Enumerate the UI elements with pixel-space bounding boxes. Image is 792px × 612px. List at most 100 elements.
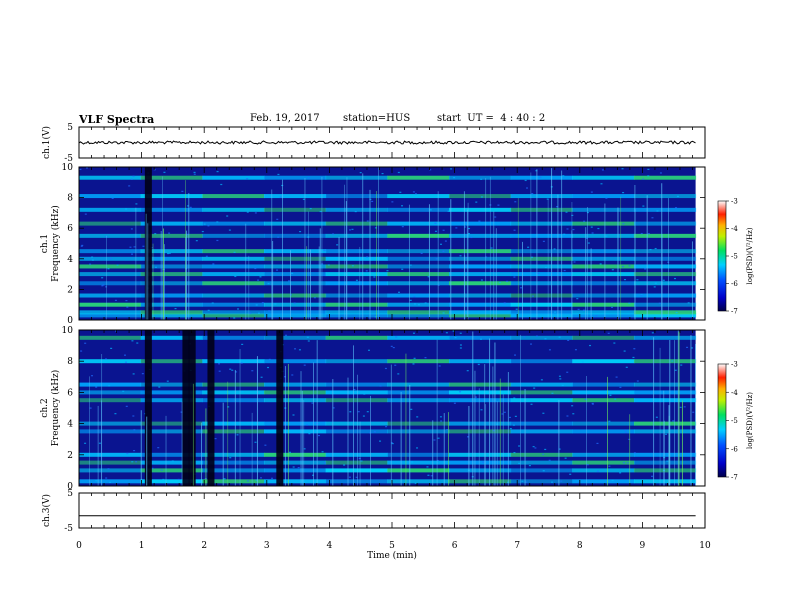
emission-band: [510, 233, 573, 238]
noise-speck: [323, 249, 326, 251]
emission-band: [202, 452, 265, 457]
emission-band: [572, 249, 635, 254]
noise-speck: [573, 261, 576, 263]
noise-speck: [81, 244, 84, 247]
emission-band: [448, 452, 512, 457]
noise-speck: [271, 477, 274, 479]
emission-band: [79, 382, 142, 387]
emission-band: [140, 249, 203, 254]
emission-band: [510, 452, 573, 457]
noise-speck: [365, 270, 368, 272]
emission-band: [202, 390, 265, 395]
noise-speck: [249, 312, 252, 314]
noise-speck: [599, 263, 602, 265]
noise-speck: [559, 378, 562, 380]
noise-speck: [686, 346, 689, 349]
noise-speck: [323, 274, 326, 276]
noise-speck: [497, 204, 500, 206]
noise-speck: [574, 349, 577, 351]
noise-speck: [622, 223, 625, 225]
emission-band: [140, 264, 203, 269]
noise-speck: [246, 178, 249, 180]
noise-speck: [357, 411, 360, 413]
noise-speck: [141, 373, 144, 375]
noise-speck: [324, 462, 327, 464]
emission-band: [79, 281, 142, 286]
noise-speck: [673, 277, 676, 280]
emission-band: [448, 256, 512, 261]
emission-band: [140, 313, 203, 318]
y-axis-label-channel: ch.1: [40, 234, 50, 253]
noise-speck: [390, 345, 393, 347]
noise-speck: [480, 178, 483, 180]
noise-speck: [651, 217, 654, 219]
noise-speck: [306, 336, 309, 338]
emission-band: [325, 382, 388, 387]
noise-speck: [537, 272, 540, 274]
noise-speck: [577, 308, 580, 310]
x-axis-label: Time (min): [367, 550, 417, 561]
noise-speck: [459, 332, 462, 334]
noise-speck: [136, 342, 139, 344]
y-axis-label: Frequency (kHz): [50, 205, 61, 282]
y-axis-label: Frequency (kHz): [50, 370, 61, 447]
y-tick-label: 4: [67, 420, 73, 430]
noise-speck: [166, 380, 169, 382]
emission-band: [140, 207, 203, 212]
emission-band: [387, 233, 450, 238]
emission-band: [633, 272, 697, 277]
emission-band: [140, 398, 203, 403]
noise-speck: [227, 406, 230, 408]
noise-speck: [501, 413, 504, 415]
noise-speck: [276, 218, 279, 220]
y-tick-label: 2: [67, 285, 73, 295]
noise-speck: [480, 409, 483, 411]
noise-speck: [558, 448, 561, 450]
noise-speck: [412, 332, 415, 334]
emission-band: [572, 302, 635, 307]
noise-speck: [168, 232, 171, 234]
noise-speck: [563, 233, 566, 235]
noise-speck: [220, 183, 223, 186]
noise-speck: [115, 330, 118, 332]
station-label: station=HUS: [343, 113, 411, 124]
emission-band: [572, 207, 635, 212]
noise-speck: [534, 447, 537, 449]
emission-band: [140, 272, 203, 277]
noise-speck: [254, 441, 257, 443]
noise-speck: [494, 216, 497, 218]
emission-band: [263, 249, 327, 254]
noise-speck: [397, 373, 400, 375]
x-tick-label: 8: [577, 541, 583, 551]
noise-speck: [561, 384, 564, 387]
noise-speck: [168, 252, 171, 254]
emission-band: [263, 421, 327, 426]
noise-speck: [624, 429, 627, 431]
colorbar-label: log(PSD)(V²/Hz): [746, 227, 754, 284]
noise-speck: [353, 388, 356, 391]
noise-speck: [578, 482, 581, 484]
noise-speck: [442, 312, 445, 314]
emission-band: [79, 310, 142, 315]
noise-speck: [349, 411, 352, 413]
emission-band: [572, 452, 635, 457]
emission-band: [510, 293, 573, 298]
emission-band: [572, 175, 635, 180]
noise-speck: [624, 278, 627, 281]
noise-speck: [307, 340, 310, 342]
noise-speck: [157, 447, 160, 449]
noise-speck: [605, 197, 608, 199]
noise-speck: [531, 192, 534, 195]
noise-speck: [562, 175, 565, 177]
noise-speck: [413, 303, 416, 305]
noise-speck: [565, 211, 568, 213]
noise-speck: [374, 316, 377, 318]
noise-speck: [379, 440, 382, 442]
emission-band: [140, 421, 203, 426]
noise-speck: [591, 403, 594, 405]
noise-speck: [533, 387, 536, 389]
noise-speck: [85, 167, 88, 169]
noise-speck: [590, 191, 593, 193]
noise-speck: [79, 168, 82, 171]
noise-speck: [621, 168, 624, 170]
